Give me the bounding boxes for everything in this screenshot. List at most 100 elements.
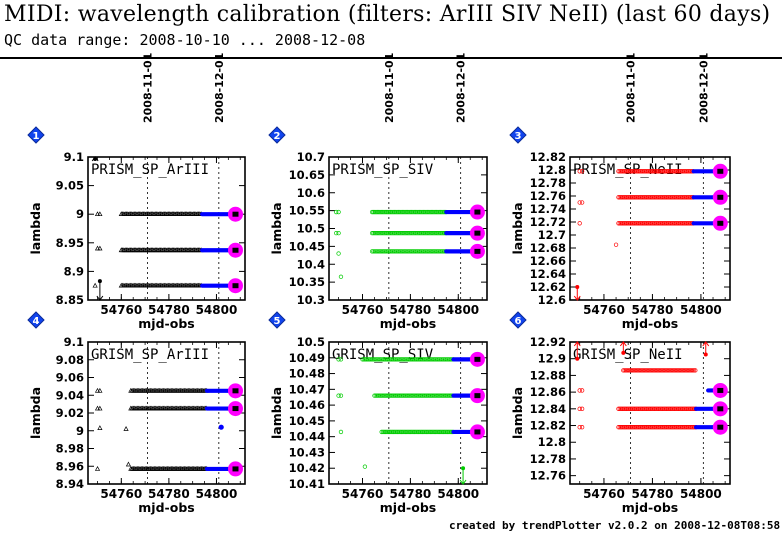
y-tick-label: 12.6 bbox=[538, 293, 566, 307]
data-point bbox=[669, 221, 674, 226]
data-point bbox=[675, 221, 680, 226]
data-point bbox=[666, 368, 671, 373]
data-point bbox=[671, 169, 676, 174]
data-point bbox=[635, 195, 640, 200]
latest-value-core bbox=[232, 466, 239, 472]
x-tick-label: 54780 bbox=[390, 303, 432, 317]
data-point bbox=[649, 221, 654, 226]
data-point bbox=[664, 221, 669, 226]
data-point bbox=[649, 425, 654, 430]
date-label: 2008-11-01 bbox=[383, 53, 396, 123]
y-tick-label: 12.9 bbox=[538, 352, 566, 366]
data-point bbox=[577, 388, 582, 393]
data-point bbox=[621, 368, 626, 373]
y-tick-label: 9.1 bbox=[64, 335, 84, 349]
x-tick-label: 54760 bbox=[100, 487, 142, 501]
x-tick-label: 54760 bbox=[100, 303, 142, 317]
data-point bbox=[336, 209, 341, 215]
data-point bbox=[621, 406, 626, 411]
data-point bbox=[579, 388, 585, 393]
data-point bbox=[663, 425, 668, 430]
data-point bbox=[637, 368, 642, 373]
plot-frame bbox=[328, 341, 488, 485]
data-point bbox=[617, 425, 622, 430]
y-tick-label: 12.74 bbox=[530, 202, 566, 216]
outlier-point bbox=[461, 466, 466, 471]
data-point bbox=[623, 368, 629, 373]
data-point bbox=[633, 425, 638, 430]
data-point bbox=[334, 209, 339, 215]
data-point bbox=[623, 221, 628, 226]
data-point bbox=[652, 195, 657, 200]
y-tick-label: 12.82 bbox=[530, 150, 566, 164]
data-point bbox=[675, 169, 680, 174]
data-point bbox=[656, 169, 661, 174]
data-point bbox=[659, 195, 664, 200]
data-point bbox=[672, 169, 677, 174]
data-point bbox=[647, 406, 652, 411]
plot-frame bbox=[87, 341, 246, 485]
y-axis-label: lambda bbox=[28, 387, 43, 439]
data-point bbox=[669, 169, 674, 174]
data-point bbox=[685, 368, 690, 373]
data-point bbox=[579, 406, 585, 411]
data-point bbox=[669, 406, 674, 411]
data-point bbox=[685, 406, 690, 411]
data-point bbox=[92, 282, 98, 288]
y-tick-label: 9.08 bbox=[56, 353, 84, 367]
data-point bbox=[683, 221, 688, 226]
latest-value-core bbox=[232, 211, 239, 217]
data-point bbox=[659, 169, 664, 174]
latest-value-core bbox=[232, 388, 239, 394]
data-point bbox=[664, 406, 669, 411]
data-point bbox=[686, 368, 691, 373]
series-label: GRISM_SP_NeII bbox=[573, 347, 683, 363]
panel-number-badge bbox=[509, 311, 527, 329]
data-point bbox=[579, 200, 585, 205]
data-point bbox=[636, 195, 641, 200]
data-point bbox=[338, 393, 344, 398]
data-point bbox=[675, 425, 680, 430]
data-point bbox=[667, 195, 672, 200]
y-tick-label: 8.94 bbox=[56, 477, 84, 491]
x-axis-label: mjd-obs bbox=[138, 500, 194, 515]
data-point bbox=[639, 195, 644, 200]
data-point bbox=[649, 195, 654, 200]
data-point bbox=[649, 169, 654, 174]
data-point bbox=[644, 221, 649, 226]
data-point bbox=[661, 368, 666, 373]
data-point bbox=[685, 221, 690, 226]
data-point bbox=[670, 368, 675, 373]
data-point bbox=[619, 169, 624, 174]
latest-value-core bbox=[232, 247, 239, 253]
x-axis-label: mjd-obs bbox=[380, 500, 436, 515]
data-point bbox=[632, 195, 637, 200]
y-tick-label: 12.82 bbox=[530, 419, 566, 433]
data-point bbox=[641, 169, 646, 174]
data-point bbox=[619, 425, 624, 430]
latest-value-core bbox=[717, 406, 724, 412]
y-tick-label: 10.49 bbox=[289, 351, 325, 365]
data-point bbox=[627, 425, 632, 430]
data-point bbox=[97, 425, 103, 430]
data-point bbox=[621, 169, 626, 174]
data-point bbox=[684, 406, 689, 411]
data-point bbox=[679, 169, 684, 174]
data-point bbox=[671, 406, 676, 411]
y-tick-label: 8.98 bbox=[56, 442, 84, 456]
page-subtitle: QC data range: 2008-10-10 ... 2008-12-08 bbox=[4, 31, 366, 49]
data-point bbox=[642, 368, 647, 373]
data-point bbox=[637, 169, 642, 174]
latest-value-core bbox=[717, 424, 724, 430]
data-point bbox=[645, 169, 650, 174]
data-point bbox=[648, 169, 653, 174]
data-point bbox=[336, 251, 341, 256]
data-point bbox=[633, 221, 638, 226]
y-tick-label: 10.42 bbox=[289, 461, 325, 475]
x-axis-label: mjd-obs bbox=[138, 316, 194, 331]
y-tick-label: 10.65 bbox=[289, 168, 325, 182]
data-point bbox=[620, 195, 625, 200]
data-point bbox=[664, 195, 669, 200]
plot-frame bbox=[569, 156, 731, 301]
